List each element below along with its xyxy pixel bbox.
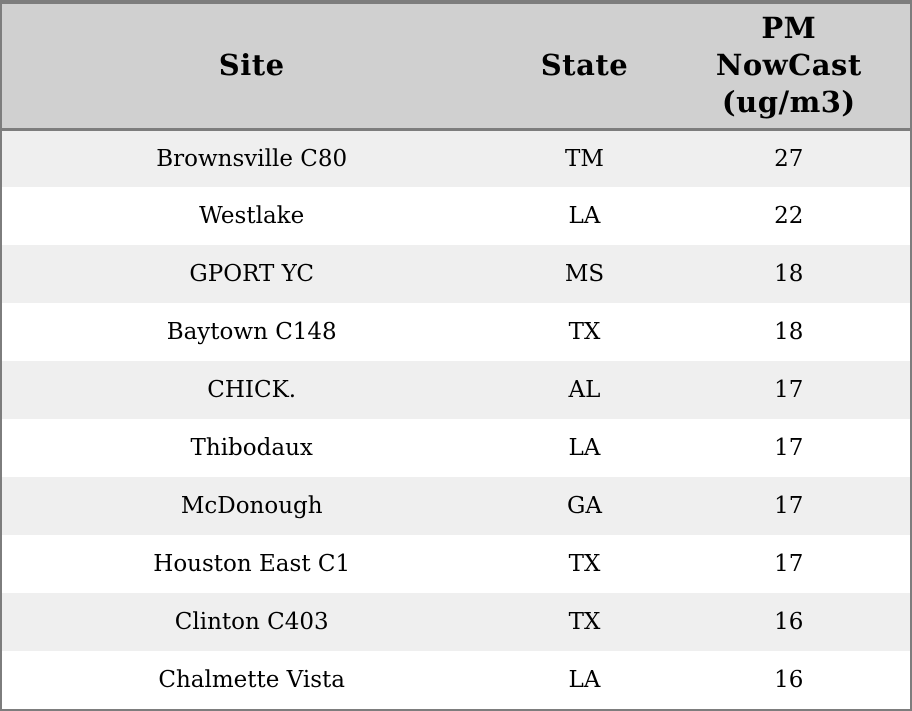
table-row: Chalmette Vista LA 16 <box>2 651 910 709</box>
cell-state: LA <box>501 419 668 477</box>
table-row: Clinton C403 TX 16 <box>2 593 910 651</box>
cell-site: GPORT YC <box>2 245 502 303</box>
table-row: Thibodaux LA 17 <box>2 419 910 477</box>
table-row: Brownsville C80 TM 27 <box>2 129 910 187</box>
cell-site: McDonough <box>2 477 502 535</box>
cell-site: Baytown C148 <box>2 303 502 361</box>
cell-state: TX <box>501 593 668 651</box>
cell-site: Westlake <box>2 187 502 245</box>
cell-state: TX <box>501 303 668 361</box>
cell-pm-nowcast: 17 <box>667 419 910 477</box>
pm-nowcast-table: Site State PM NowCast (ug/m3) Brownsvill… <box>2 4 910 709</box>
cell-site: Clinton C403 <box>2 593 502 651</box>
cell-pm-nowcast: 27 <box>667 129 910 187</box>
cell-state: GA <box>501 477 668 535</box>
cell-pm-nowcast: 22 <box>667 187 910 245</box>
column-header-site: Site <box>2 4 502 131</box>
table-row: Houston East C1 TX 17 <box>2 535 910 593</box>
table-header: Site State PM NowCast (ug/m3) <box>2 4 910 131</box>
cell-pm-nowcast: 18 <box>667 303 910 361</box>
column-header-state: State <box>501 4 668 131</box>
cell-site: CHICK. <box>2 361 502 419</box>
cell-site: Brownsville C80 <box>2 129 502 187</box>
cell-state: LA <box>501 187 668 245</box>
cell-site: Houston East C1 <box>2 535 502 593</box>
cell-state: MS <box>501 245 668 303</box>
cell-pm-nowcast: 16 <box>667 593 910 651</box>
table-body: Brownsville C80 TM 27 Westlake LA 22 GPO… <box>2 129 910 709</box>
column-header-pm-nowcast: PM NowCast (ug/m3) <box>667 4 910 131</box>
table-row: McDonough GA 17 <box>2 477 910 535</box>
cell-pm-nowcast: 17 <box>667 477 910 535</box>
cell-state: TX <box>501 535 668 593</box>
cell-state: LA <box>501 651 668 709</box>
table-row: GPORT YC MS 18 <box>2 245 910 303</box>
cell-site: Chalmette Vista <box>2 651 502 709</box>
cell-pm-nowcast: 17 <box>667 535 910 593</box>
cell-pm-nowcast: 16 <box>667 651 910 709</box>
cell-pm-nowcast: 18 <box>667 245 910 303</box>
table-row: Westlake LA 22 <box>2 187 910 245</box>
table-row: Baytown C148 TX 18 <box>2 303 910 361</box>
table-row: CHICK. AL 17 <box>2 361 910 419</box>
cell-state: TM <box>501 129 668 187</box>
cell-pm-nowcast: 17 <box>667 361 910 419</box>
cell-site: Thibodaux <box>2 419 502 477</box>
header-row: Site State PM NowCast (ug/m3) <box>2 4 910 131</box>
cell-state: AL <box>501 361 668 419</box>
